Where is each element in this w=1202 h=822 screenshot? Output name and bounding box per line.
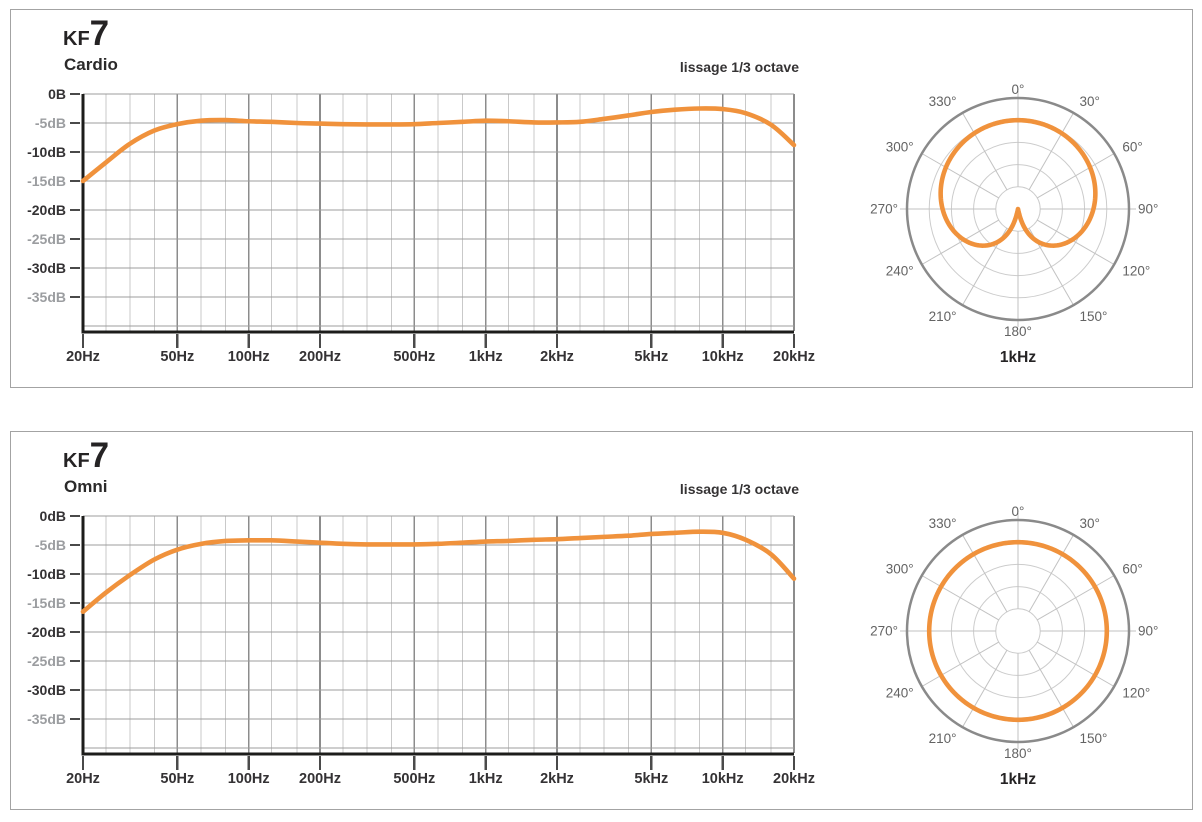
smoothing-label: lissage 1/3 octave xyxy=(679,59,799,75)
svg-text:-25dB: -25dB xyxy=(27,653,66,669)
svg-text:-30dB: -30dB xyxy=(27,682,66,698)
polar-angle-labels: 0° 30° 60° 90° 120° 150° 180° 210° 240° 270° 300° 3… xyxy=(870,82,1158,339)
svg-text:300°: 300° xyxy=(886,140,914,155)
svg-text:90°: 90° xyxy=(1138,624,1158,639)
svg-text:120°: 120° xyxy=(1122,686,1150,701)
svg-text:-10dB: -10dB xyxy=(27,566,66,582)
response-x-axis-labels: 20Hz 50Hz 100Hz 200Hz 500Hz 1kHz 2kHz 5kHz 10kHz… xyxy=(66,334,815,365)
pattern-title: Omni xyxy=(64,477,108,496)
svg-text:5kHz: 5kHz xyxy=(634,771,668,787)
response-y-axis-labels: 0dB -5dB -10dB -15dB -20dB -25dB -30dB -35dB xyxy=(27,508,80,727)
svg-text:20Hz: 20Hz xyxy=(66,349,100,365)
svg-text:-10dB: -10dB xyxy=(27,144,66,160)
svg-text:20Hz: 20Hz xyxy=(66,771,100,787)
svg-text:270°: 270° xyxy=(870,624,898,639)
svg-text:-35dB: -35dB xyxy=(27,289,66,305)
svg-text:0dB: 0dB xyxy=(40,508,66,524)
svg-text:-35dB: -35dB xyxy=(27,711,66,727)
pattern-title: Cardio xyxy=(64,55,118,74)
svg-text:-15dB: -15dB xyxy=(27,595,66,611)
svg-text:240°: 240° xyxy=(886,264,914,279)
svg-text:-5dB: -5dB xyxy=(35,115,66,131)
svg-text:30°: 30° xyxy=(1080,94,1100,109)
svg-text:50Hz: 50Hz xyxy=(160,349,194,365)
polar-angle-labels: 0° 30° 60° 90° 120° 150° 180° 210° 240° 270° 300° 3… xyxy=(870,504,1158,761)
response-axes xyxy=(81,516,794,756)
svg-text:300°: 300° xyxy=(886,562,914,577)
polar-frequency-label: 1kHz xyxy=(999,349,1037,366)
svg-text:2kHz: 2kHz xyxy=(540,349,574,365)
response-grid xyxy=(83,515,795,753)
response-x-axis-labels: 20Hz 50Hz 100Hz 200Hz 500Hz 1kHz 2kHz 5kHz 10kHz… xyxy=(66,756,815,787)
svg-text:100Hz: 100Hz xyxy=(228,771,270,787)
svg-text:0°: 0° xyxy=(1012,82,1025,97)
svg-text:240°: 240° xyxy=(886,686,914,701)
svg-text:-25dB: -25dB xyxy=(27,231,66,247)
svg-text:1kHz: 1kHz xyxy=(469,771,503,787)
svg-text:150°: 150° xyxy=(1080,309,1108,324)
polar-grid xyxy=(900,513,1136,749)
panel-omni: 0dB -5dB -10dB -15dB -20dB -25dB -30dB -35dB 20… xyxy=(10,431,1193,810)
svg-text:120°: 120° xyxy=(1122,264,1150,279)
frequency-response-curve xyxy=(80,106,797,184)
svg-text:10kHz: 10kHz xyxy=(702,349,744,365)
svg-text:-15dB: -15dB xyxy=(27,173,66,189)
svg-text:200Hz: 200Hz xyxy=(299,349,341,365)
svg-text:200Hz: 200Hz xyxy=(299,771,341,787)
cardio-chart-canvas: 0B -5dB -10dB -15dB -20dB -25dB -30dB -35dB 20H… xyxy=(27,82,1158,365)
smoothing-label: lissage 1/3 octave xyxy=(679,481,799,497)
model-number: 7 xyxy=(89,436,110,475)
model-number: 7 xyxy=(89,14,110,53)
svg-text:0°: 0° xyxy=(1012,504,1025,519)
model-prefix: KF xyxy=(63,450,90,472)
svg-text:30°: 30° xyxy=(1080,516,1100,531)
svg-text:500Hz: 500Hz xyxy=(393,771,435,787)
model-prefix: KF xyxy=(63,28,90,50)
svg-text:10kHz: 10kHz xyxy=(702,771,744,787)
svg-text:330°: 330° xyxy=(929,94,957,109)
svg-text:210°: 210° xyxy=(929,731,957,746)
svg-text:60°: 60° xyxy=(1122,562,1142,577)
svg-text:0B: 0B xyxy=(48,86,66,102)
svg-text:150°: 150° xyxy=(1080,731,1108,746)
svg-text:210°: 210° xyxy=(929,309,957,324)
response-grid xyxy=(83,93,795,331)
svg-text:330°: 330° xyxy=(929,516,957,531)
svg-text:100Hz: 100Hz xyxy=(228,349,270,365)
model-title: KF7 xyxy=(63,436,109,476)
svg-text:-20dB: -20dB xyxy=(27,202,66,218)
svg-text:500Hz: 500Hz xyxy=(393,349,435,365)
frequency-response-curve xyxy=(80,529,797,614)
svg-text:270°: 270° xyxy=(870,202,898,217)
response-y-axis-labels: 0B -5dB -10dB -15dB -20dB -25dB -30dB -35dB xyxy=(27,86,80,305)
svg-text:180°: 180° xyxy=(1004,324,1032,339)
svg-text:180°: 180° xyxy=(1004,746,1032,761)
panel-cardio: 0B -5dB -10dB -15dB -20dB -25dB -30dB -35dB 20H… xyxy=(10,9,1193,388)
svg-text:20kHz: 20kHz xyxy=(773,771,815,787)
svg-text:-5dB: -5dB xyxy=(35,537,66,553)
omni-chart-canvas: 0dB -5dB -10dB -15dB -20dB -25dB -30dB -35dB 20… xyxy=(27,504,1158,787)
svg-text:1kHz: 1kHz xyxy=(469,349,503,365)
svg-text:-30dB: -30dB xyxy=(27,260,66,276)
svg-text:2kHz: 2kHz xyxy=(540,771,574,787)
polar-frequency-label: 1kHz xyxy=(999,771,1037,788)
svg-text:50Hz: 50Hz xyxy=(160,771,194,787)
svg-text:-20dB: -20dB xyxy=(27,624,66,640)
svg-text:5kHz: 5kHz xyxy=(634,349,668,365)
svg-text:90°: 90° xyxy=(1138,202,1158,217)
response-axes xyxy=(81,94,794,334)
polar-pattern-curve xyxy=(938,117,1098,248)
svg-text:60°: 60° xyxy=(1122,140,1142,155)
polar-pattern-curve xyxy=(926,539,1110,723)
model-title: KF7 xyxy=(63,14,109,54)
svg-text:20kHz: 20kHz xyxy=(773,349,815,365)
